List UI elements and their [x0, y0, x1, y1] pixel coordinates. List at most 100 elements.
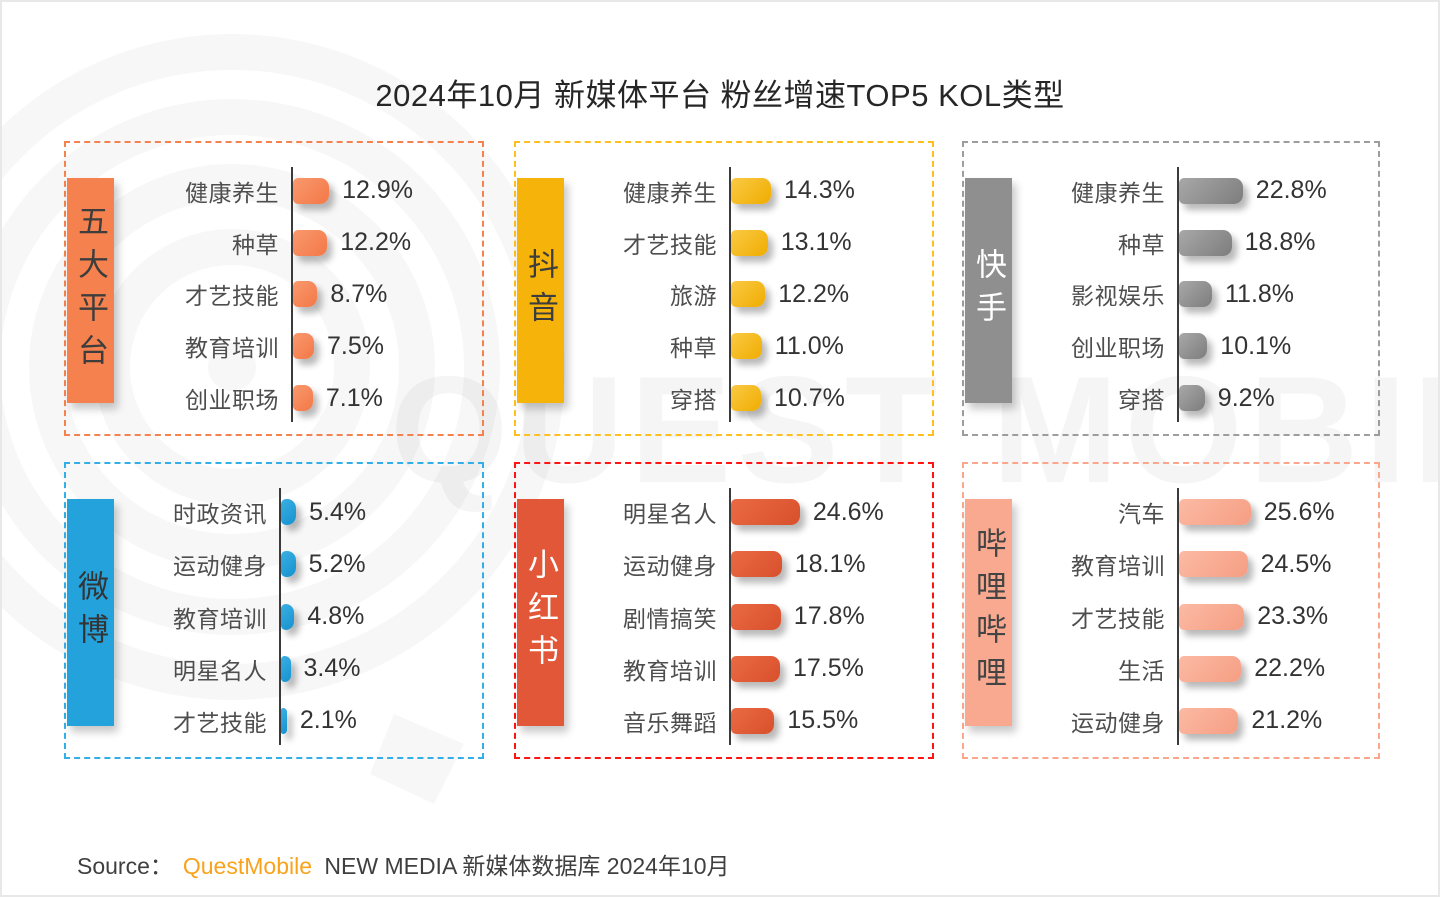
category-label: 健康养生	[623, 179, 717, 206]
category-label: 才艺技能	[623, 231, 717, 258]
bar	[1179, 655, 1242, 682]
bar	[731, 499, 800, 526]
category-label: 种草	[232, 231, 279, 258]
bar-row: 穿搭 10.7%	[516, 372, 926, 424]
category-label: 时政资讯	[173, 501, 267, 528]
bar	[1179, 281, 1212, 308]
value-label: 10.1%	[1220, 331, 1292, 360]
bar-row: 影视娱乐 11.8%	[964, 269, 1372, 321]
value-label: 24.5%	[1260, 549, 1332, 578]
value-label: 2.1%	[299, 706, 357, 735]
value-label: 5.2%	[308, 549, 366, 578]
category-label: 才艺技能	[185, 283, 279, 310]
bar-row: 运动健身 5.2%	[66, 538, 476, 590]
platform-label-block: 抖音	[517, 178, 564, 403]
bar	[1179, 333, 1208, 360]
bar	[731, 655, 780, 682]
bar-row: 教育培训 4.8%	[66, 590, 476, 642]
category-label: 种草	[1118, 231, 1165, 258]
bar	[281, 603, 295, 630]
axis-line	[1177, 488, 1179, 745]
category-label: 健康养生	[185, 179, 279, 206]
bar-row: 明星名人 24.6%	[516, 486, 926, 538]
category-label: 教育培训	[173, 605, 267, 632]
value-label: 8.7%	[330, 279, 388, 308]
category-label: 教育培训	[1071, 553, 1165, 580]
bar-row: 穿搭 9.2%	[964, 372, 1372, 424]
bar-row: 才艺技能 23.3%	[964, 590, 1372, 642]
platform-label-block: 微博	[67, 499, 114, 726]
platform-name: 哔哩哔哩	[971, 526, 1006, 699]
value-label: 5.4%	[309, 497, 367, 526]
bar	[1179, 499, 1251, 526]
platform-label-block: 快手	[965, 178, 1012, 403]
bar-row: 种草 18.8%	[964, 217, 1372, 269]
value-label: 12.2%	[778, 279, 850, 308]
value-label: 11.8%	[1225, 279, 1295, 308]
bar-row: 种草 12.2%	[66, 217, 476, 269]
platform-name: 五大平台	[73, 204, 108, 377]
source-line: Source： QuestMobile NEW MEDIA 新媒体数据库 2024…	[77, 847, 730, 881]
value-label: 24.6%	[812, 497, 884, 526]
bar-rows: 明星名人 24.6% 运动健身 18.1% 剧情搞笑 17.8% 教育培训 17.5% 音乐舞蹈…	[516, 486, 926, 747]
bar-row: 创业职场 7.1%	[66, 372, 476, 424]
category-label: 运动健身	[623, 553, 717, 580]
bar	[1179, 707, 1239, 734]
bar-rows: 时政资讯 5.4% 运动健身 5.2% 教育培训 4.8% 明星名人 3.4% 才艺技能 2.1%	[66, 486, 476, 747]
bar-row: 音乐舞蹈 15.5%	[516, 695, 926, 747]
value-label: 7.5%	[327, 331, 384, 360]
source-suffix: NEW MEDIA 新媒体数据库 2024年10月	[318, 853, 730, 879]
bar	[1179, 177, 1243, 204]
bar-row: 健康养生 14.3%	[516, 165, 926, 217]
bar-row: 时政资讯 5.4%	[66, 486, 476, 538]
bar	[731, 229, 768, 256]
value-label: 22.8%	[1255, 176, 1327, 205]
bar	[731, 281, 766, 308]
bar-row: 创业职场 10.1%	[964, 320, 1372, 372]
platform-name: 快手	[971, 247, 1006, 334]
bar-row: 教育培训 17.5%	[516, 643, 926, 695]
value-label: 23.3%	[1257, 602, 1329, 630]
platform-panel: 五大平台 健康养生 12.9% 种草 12.2% 才艺技能 8.7% 教育培训 7.5% 创业职…	[64, 141, 484, 436]
bar-row: 种草 11.0%	[516, 320, 926, 372]
value-label: 25.6%	[1263, 497, 1335, 526]
value-label: 17.8%	[793, 602, 865, 630]
bar-row: 才艺技能 13.1%	[516, 217, 926, 269]
axis-line	[1177, 167, 1179, 422]
category-label: 穿搭	[670, 387, 717, 414]
bar-row: 明星名人 3.4%	[66, 643, 476, 695]
platform-label-block: 五大平台	[67, 178, 114, 403]
source-brand: QuestMobile	[182, 853, 312, 879]
bar	[281, 499, 297, 526]
value-label: 11.0%	[774, 331, 844, 360]
category-label: 汽车	[1118, 501, 1165, 528]
platform-panel: 快手 健康养生 22.8% 种草 18.8% 影视娱乐 11.8% 创业职场 10.1% 穿搭 9…	[962, 141, 1380, 436]
category-label: 明星名人	[623, 501, 717, 528]
bar	[293, 281, 318, 308]
bar	[1179, 385, 1205, 412]
bar-rows: 健康养生 12.9% 种草 12.2% 才艺技能 8.7% 教育培训 7.5% 创业职场 7.1%	[66, 165, 476, 424]
category-label: 明星名人	[173, 657, 267, 684]
bar	[293, 385, 313, 412]
value-label: 4.8%	[307, 602, 365, 630]
bar-rows: 汽车 25.6% 教育培训 24.5% 才艺技能 23.3% 生活 22.2% 运动健身 21.2…	[964, 486, 1372, 747]
value-label: 9.2%	[1217, 383, 1275, 412]
bar-row: 运动健身 18.1%	[516, 538, 926, 590]
platform-panel: 微博 时政资讯 5.4% 运动健身 5.2% 教育培训 4.8% 明星名人 3.4% 才艺技能 2…	[64, 462, 484, 759]
category-label: 运动健身	[173, 553, 267, 580]
category-label: 才艺技能	[1071, 605, 1165, 632]
category-label: 穿搭	[1118, 387, 1165, 414]
platform-label-block: 小红书	[517, 499, 564, 726]
bar	[281, 655, 291, 682]
value-label: 14.3%	[784, 176, 855, 205]
value-label: 18.1%	[794, 549, 866, 578]
bar-row: 生活 22.2%	[964, 643, 1372, 695]
bar	[293, 229, 328, 256]
bar-row: 旅游 12.2%	[516, 269, 926, 321]
bar	[731, 177, 771, 204]
value-label: 10.7%	[774, 383, 845, 412]
bar	[731, 603, 781, 630]
category-label: 运动健身	[1071, 709, 1165, 736]
